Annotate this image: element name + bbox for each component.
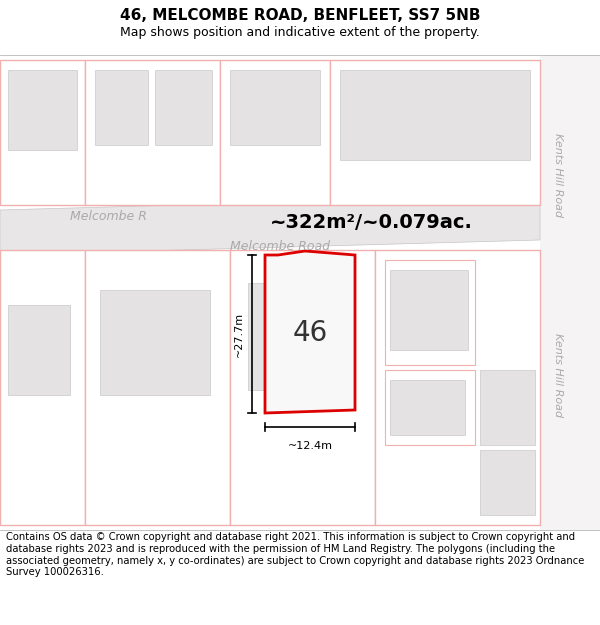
Bar — [0, 250, 85, 525]
Bar — [230, 70, 320, 145]
Text: 46: 46 — [292, 319, 328, 347]
Bar — [480, 370, 535, 445]
Bar — [85, 60, 220, 205]
Bar — [230, 250, 375, 525]
Bar — [8, 305, 70, 395]
Text: ~27.7m: ~27.7m — [234, 311, 244, 356]
Bar — [220, 60, 330, 205]
Text: Melcombe R: Melcombe R — [70, 211, 147, 224]
Bar — [85, 250, 230, 525]
Polygon shape — [0, 195, 540, 255]
Bar — [330, 60, 540, 205]
Text: 46, MELCOMBE ROAD, BENFLEET, SS7 5NB: 46, MELCOMBE ROAD, BENFLEET, SS7 5NB — [120, 8, 480, 23]
Polygon shape — [265, 251, 355, 413]
Bar — [8, 70, 77, 150]
Bar — [385, 370, 475, 445]
Text: ~322m²/~0.079ac.: ~322m²/~0.079ac. — [270, 214, 473, 232]
Bar — [385, 260, 475, 365]
Bar — [340, 70, 530, 160]
Bar — [0, 60, 85, 205]
Bar — [155, 70, 212, 145]
Text: ~12.4m: ~12.4m — [287, 441, 332, 451]
Text: Melcombe Road: Melcombe Road — [230, 241, 330, 254]
Bar — [95, 70, 148, 145]
Text: Map shows position and indicative extent of the property.: Map shows position and indicative extent… — [120, 26, 480, 39]
Bar — [480, 450, 535, 515]
Text: Contains OS data © Crown copyright and database right 2021. This information is : Contains OS data © Crown copyright and d… — [6, 532, 584, 578]
Text: Kents Hill Road: Kents Hill Road — [553, 133, 563, 217]
Bar — [248, 283, 355, 390]
Bar — [540, 55, 600, 530]
Text: Kents Hill Road: Kents Hill Road — [553, 333, 563, 417]
Bar — [375, 250, 540, 525]
Bar — [390, 270, 468, 350]
Bar — [390, 380, 465, 435]
Bar — [100, 290, 210, 395]
